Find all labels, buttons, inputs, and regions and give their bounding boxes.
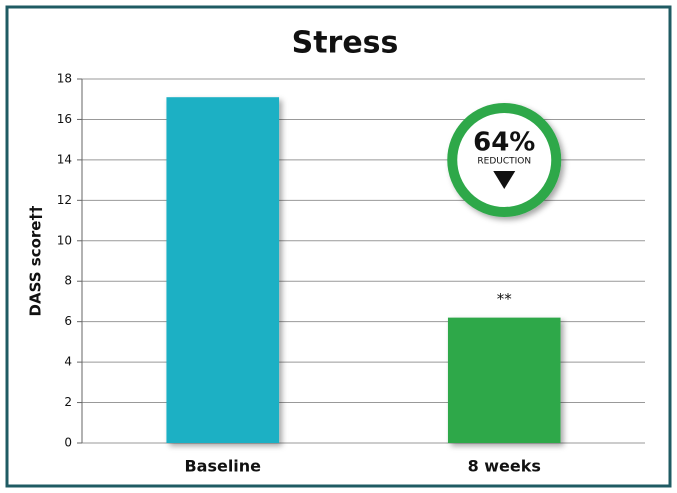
y-tick-label: 14 <box>57 152 72 166</box>
badge-value: 64% <box>473 128 535 158</box>
x-tick-label: 8 weeks <box>468 457 541 476</box>
y-axis-label: DASS score†† <box>27 205 45 316</box>
badge-arrow <box>493 171 516 189</box>
y-tick-label: 18 <box>57 72 72 86</box>
y-tick-label: 4 <box>64 355 72 369</box>
y-tick-label: 8 <box>64 274 72 288</box>
y-tick-label: 0 <box>64 436 72 450</box>
y-tick-label: 2 <box>64 395 72 409</box>
bar <box>447 317 561 443</box>
badge-label: REDUCTION <box>477 157 531 167</box>
y-tick-label: 12 <box>57 193 72 207</box>
y-tick-label: 6 <box>64 314 72 328</box>
bar <box>166 97 280 443</box>
chart-title: Stress <box>292 26 399 61</box>
y-tick-label: 16 <box>57 112 72 126</box>
x-tick-label: Baseline <box>184 457 261 476</box>
badge-circle <box>447 103 562 217</box>
bar-annotation: ** <box>497 290 513 308</box>
y-tick-label: 10 <box>57 233 72 247</box>
